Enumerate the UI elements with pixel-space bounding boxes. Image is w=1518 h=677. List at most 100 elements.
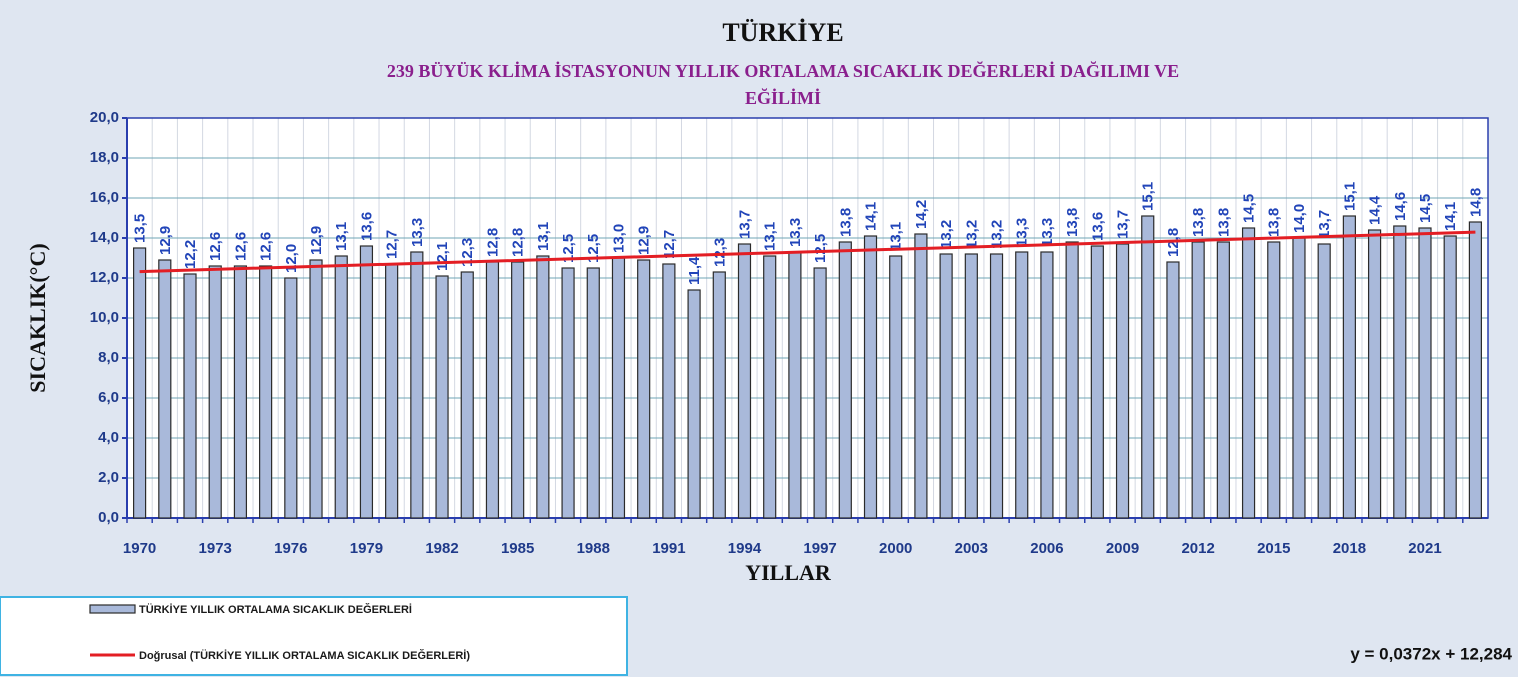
bar bbox=[1468, 221, 1482, 519]
bar bbox=[586, 267, 600, 519]
value-label: 12,5 bbox=[560, 234, 577, 263]
x-tick-label: 2012 bbox=[1181, 540, 1214, 557]
x-tick-label: 1982 bbox=[425, 540, 458, 557]
value-label: 14,1 bbox=[1442, 202, 1459, 231]
x-tick-label: 2015 bbox=[1257, 540, 1290, 557]
bar bbox=[712, 271, 726, 519]
bar bbox=[964, 253, 978, 519]
x-tick-label: 2009 bbox=[1106, 540, 1139, 557]
value-label: 12,2 bbox=[182, 240, 199, 269]
y-axis-title: SICAKLIK(°C) bbox=[25, 243, 50, 392]
chart-title: TÜRKİYE bbox=[722, 18, 843, 47]
bar bbox=[536, 255, 550, 519]
bar bbox=[259, 265, 273, 519]
x-tick-label: 2021 bbox=[1408, 540, 1441, 557]
value-label: 13,7 bbox=[736, 210, 753, 239]
bar bbox=[763, 255, 777, 519]
value-label: 13,1 bbox=[333, 222, 350, 251]
bar bbox=[1090, 245, 1104, 519]
value-label: 14,6 bbox=[1392, 192, 1409, 221]
y-tick-label: 20,0 bbox=[90, 109, 119, 126]
value-label: 13,3 bbox=[1039, 218, 1056, 247]
value-label: 12,9 bbox=[157, 226, 174, 255]
bar bbox=[1040, 251, 1054, 519]
bar bbox=[460, 271, 474, 519]
bar bbox=[889, 255, 903, 519]
bar bbox=[410, 251, 424, 519]
bar bbox=[1393, 225, 1407, 519]
x-tick-label: 2006 bbox=[1030, 540, 1063, 557]
bar bbox=[1443, 235, 1457, 519]
value-label: 14,0 bbox=[1291, 204, 1308, 233]
value-label: 12,6 bbox=[207, 232, 224, 261]
value-label: 13,2 bbox=[938, 220, 955, 249]
value-label: 14,2 bbox=[913, 200, 930, 229]
bar bbox=[511, 261, 525, 519]
value-label: 14,8 bbox=[1467, 188, 1484, 217]
value-label: 14,5 bbox=[1241, 194, 1258, 223]
value-label: 13,6 bbox=[358, 212, 375, 241]
value-label: 12,9 bbox=[308, 226, 325, 255]
bar bbox=[914, 233, 928, 519]
bar bbox=[1292, 237, 1306, 519]
y-tick-label: 10,0 bbox=[90, 309, 119, 326]
value-label: 13,0 bbox=[610, 224, 627, 253]
bar bbox=[637, 259, 651, 519]
legend-swatch bbox=[89, 604, 136, 614]
value-label: 14,1 bbox=[862, 202, 879, 231]
x-tick-label: 2003 bbox=[955, 540, 988, 557]
legend-label: TÜRKİYE YILLIK ORTALAMA SICAKLIK DEĞERLE… bbox=[139, 603, 412, 616]
value-label: 13,2 bbox=[963, 220, 980, 249]
value-label: 12,5 bbox=[585, 234, 602, 263]
bar bbox=[233, 265, 248, 519]
bar bbox=[737, 243, 752, 519]
value-label: 13,1 bbox=[535, 222, 552, 251]
value-label: 12,3 bbox=[459, 238, 476, 267]
value-label: 12,1 bbox=[434, 242, 451, 271]
x-tick-label: 1985 bbox=[501, 540, 534, 557]
x-tick-label: 1991 bbox=[652, 540, 685, 557]
value-label: 13,1 bbox=[762, 222, 779, 251]
bar bbox=[1267, 241, 1281, 519]
bar bbox=[1317, 243, 1331, 519]
bar bbox=[133, 247, 147, 519]
bar bbox=[183, 273, 197, 519]
value-label: 13,8 bbox=[1266, 208, 1283, 237]
bar bbox=[359, 245, 374, 519]
value-label: 13,1 bbox=[888, 222, 905, 251]
bar bbox=[788, 251, 802, 519]
y-tick-label: 8,0 bbox=[98, 349, 119, 366]
value-label: 12,8 bbox=[510, 228, 527, 257]
value-label: 13,8 bbox=[837, 208, 854, 237]
bar bbox=[813, 267, 827, 519]
bar bbox=[435, 275, 449, 519]
bar bbox=[208, 265, 222, 519]
value-label: 13,8 bbox=[1215, 208, 1232, 237]
value-label: 13,7 bbox=[1316, 210, 1333, 239]
bar bbox=[1216, 241, 1230, 519]
y-tick-label: 0,0 bbox=[98, 509, 119, 526]
bar bbox=[863, 235, 878, 519]
value-label: 14,4 bbox=[1367, 195, 1384, 225]
y-tick-label: 14,0 bbox=[90, 229, 119, 246]
bar bbox=[1141, 215, 1155, 519]
value-label: 12,6 bbox=[232, 232, 249, 261]
x-axis-title: YILLAR bbox=[745, 560, 832, 585]
value-label: 14,5 bbox=[1417, 194, 1434, 223]
bar bbox=[1418, 227, 1432, 519]
x-tick-label: 1994 bbox=[728, 540, 762, 557]
bar bbox=[1015, 251, 1029, 519]
x-tick-label: 1976 bbox=[274, 540, 307, 557]
x-tick-label: 1997 bbox=[803, 540, 836, 557]
y-tick-label: 4,0 bbox=[98, 429, 119, 446]
trend-equation: y = 0,0372x + 12,284 bbox=[1350, 644, 1512, 663]
bar bbox=[1166, 261, 1180, 519]
value-label: 15,1 bbox=[1140, 182, 1157, 211]
bar bbox=[687, 289, 701, 519]
value-label: 12,6 bbox=[258, 232, 275, 261]
legend-label: Doğrusal (TÜRKİYE YILLIK ORTALAMA SICAKL… bbox=[139, 649, 470, 662]
bar bbox=[611, 257, 626, 519]
value-label: 11,4 bbox=[686, 256, 703, 285]
chart-subtitle: 239 BÜYÜK KLİMA İSTASYONUN YILLIK ORTALA… bbox=[387, 60, 1179, 81]
